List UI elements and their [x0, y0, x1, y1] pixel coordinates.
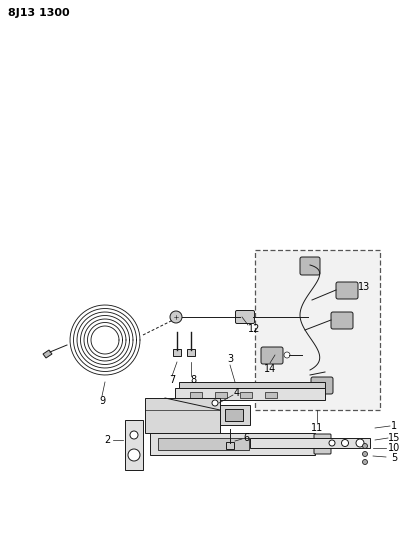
Circle shape: [329, 440, 335, 446]
FancyBboxPatch shape: [226, 442, 234, 449]
Text: 10: 10: [388, 443, 400, 453]
FancyBboxPatch shape: [175, 388, 325, 400]
FancyBboxPatch shape: [150, 433, 315, 455]
FancyBboxPatch shape: [158, 438, 249, 450]
Text: 15: 15: [388, 433, 400, 443]
FancyBboxPatch shape: [240, 392, 252, 398]
Circle shape: [309, 311, 321, 323]
FancyBboxPatch shape: [331, 312, 353, 329]
FancyBboxPatch shape: [314, 434, 331, 454]
FancyBboxPatch shape: [190, 392, 202, 398]
FancyBboxPatch shape: [311, 377, 333, 394]
Text: 2: 2: [104, 435, 110, 445]
FancyBboxPatch shape: [235, 311, 255, 324]
FancyBboxPatch shape: [220, 405, 250, 425]
Text: 1: 1: [391, 421, 397, 431]
FancyBboxPatch shape: [125, 420, 143, 470]
FancyBboxPatch shape: [225, 409, 243, 421]
Circle shape: [363, 459, 368, 464]
Text: 3: 3: [227, 354, 233, 364]
Circle shape: [341, 440, 349, 447]
FancyBboxPatch shape: [261, 347, 283, 364]
Circle shape: [128, 449, 140, 461]
FancyBboxPatch shape: [215, 392, 227, 398]
Text: 6: 6: [243, 433, 249, 443]
Circle shape: [363, 443, 368, 448]
Text: 12: 12: [248, 324, 260, 334]
Text: 5: 5: [391, 453, 397, 463]
FancyBboxPatch shape: [179, 382, 325, 388]
Text: 13: 13: [358, 282, 370, 292]
FancyBboxPatch shape: [265, 392, 277, 398]
FancyBboxPatch shape: [187, 349, 195, 356]
Circle shape: [212, 400, 218, 406]
FancyBboxPatch shape: [145, 398, 220, 433]
FancyBboxPatch shape: [173, 349, 181, 356]
Circle shape: [356, 439, 364, 447]
Text: 9: 9: [99, 396, 105, 406]
Circle shape: [170, 311, 182, 323]
Text: 8: 8: [190, 375, 196, 385]
Text: 4: 4: [234, 388, 240, 398]
Circle shape: [363, 451, 368, 456]
FancyBboxPatch shape: [336, 282, 358, 299]
Circle shape: [130, 431, 138, 439]
FancyBboxPatch shape: [255, 250, 380, 410]
Text: 11: 11: [311, 423, 323, 433]
Text: 14: 14: [264, 364, 276, 374]
Circle shape: [284, 352, 290, 358]
FancyBboxPatch shape: [300, 257, 320, 275]
Polygon shape: [43, 350, 52, 358]
Text: 8J13 1300: 8J13 1300: [8, 8, 70, 18]
FancyBboxPatch shape: [250, 438, 370, 448]
Text: 7: 7: [169, 375, 175, 385]
